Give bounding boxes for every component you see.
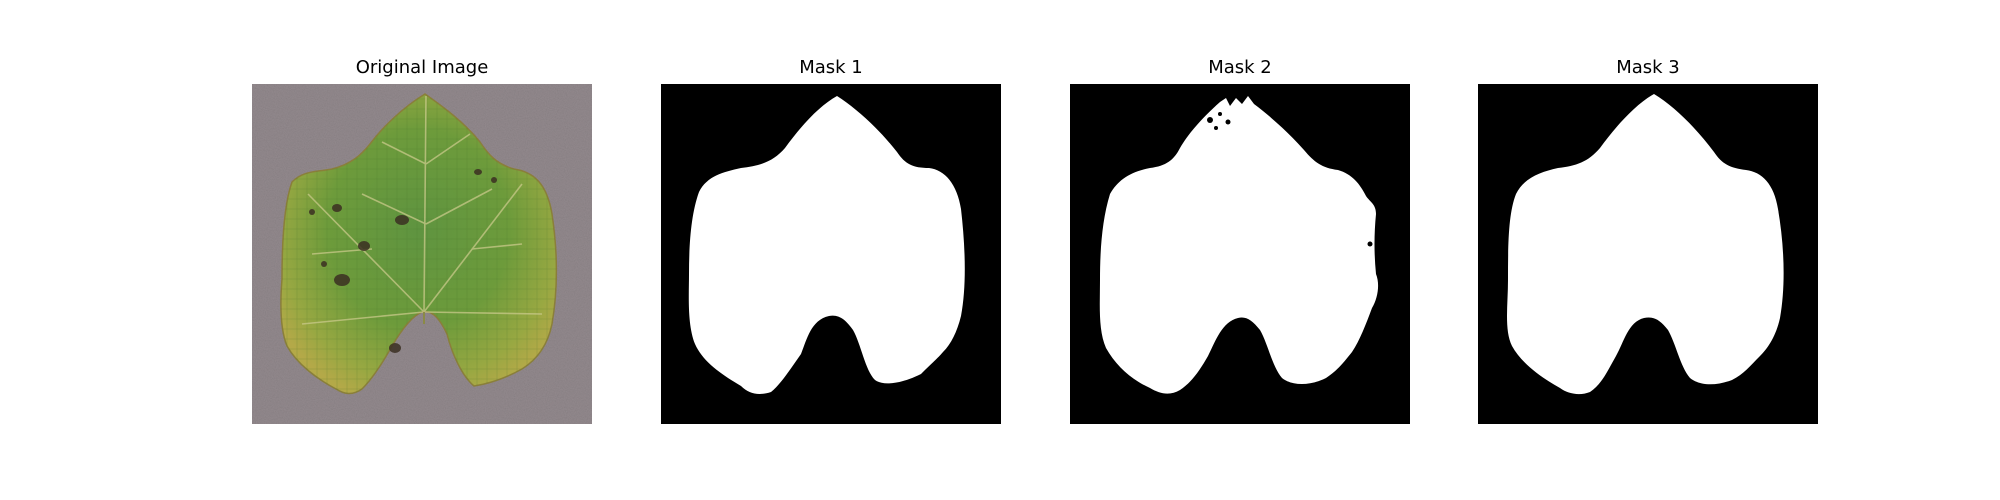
leaf-photo-svg [252,84,592,424]
panel-title: Mask 1 [799,57,863,78]
mask-1-image [661,84,1001,424]
leaf-spots [309,169,497,353]
original-leaf-photo [252,84,592,424]
panel-title: Mask 2 [1208,57,1272,78]
panel-title: Mask 3 [1616,57,1680,78]
mask-2-foreground [1099,96,1379,394]
mask-1-foreground [688,96,965,394]
mask-1-svg [661,84,1001,424]
mask-3-foreground [1507,94,1784,395]
mask-2-image [1070,84,1410,424]
panel-mask-1: Mask 1 [661,0,1001,500]
mask-3-image [1478,84,1818,424]
panel-mask-3: Mask 3 [1478,0,1818,500]
leaf-shape [280,93,558,395]
panel-title: Original Image [355,57,489,78]
leaf-veins [301,95,543,325]
mask-2-svg [1070,84,1410,424]
mask-3-svg [1478,84,1818,424]
panel-original-image: Original Image [252,0,592,500]
mask-2-holes [1207,112,1373,247]
panel-mask-2: Mask 2 [1070,0,1410,500]
